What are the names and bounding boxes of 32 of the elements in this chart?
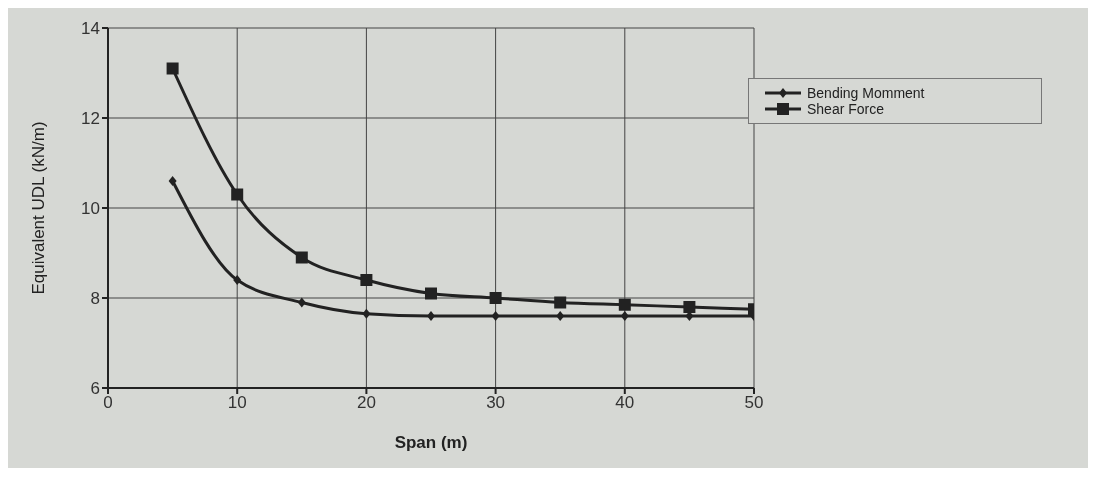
point (556, 311, 565, 321)
y-tick-label: 12 (81, 109, 100, 129)
y-tick-label: 6 (90, 379, 100, 399)
legend-label: Bending Momment (807, 85, 925, 101)
point (683, 301, 696, 313)
point (233, 275, 242, 285)
point (166, 62, 179, 75)
x-tick-label: 50 (744, 393, 764, 413)
point (491, 311, 500, 321)
point (489, 292, 502, 304)
y-tick-label: 10 (81, 199, 100, 219)
x-axis-title: Span (m) (394, 433, 468, 452)
point (297, 297, 306, 308)
point (618, 298, 631, 311)
point (554, 296, 567, 309)
x-tick-label: 0 (103, 393, 113, 413)
point (295, 251, 308, 264)
point (425, 287, 437, 300)
y-tick-label: 8 (90, 289, 100, 309)
point (620, 311, 629, 321)
point (231, 188, 244, 201)
x-tick-label: 30 (486, 393, 506, 413)
y-axis-title: Equivalent UDL (kN/m) (29, 121, 49, 295)
point (427, 311, 435, 321)
x-tick-label: 10 (227, 393, 247, 413)
point (360, 274, 373, 286)
y-tick-label: 14 (81, 19, 100, 39)
x-tick-label: 20 (356, 393, 376, 413)
point (362, 308, 371, 319)
x-tick-label: 40 (615, 393, 635, 413)
legend-label: Shear Force (807, 101, 885, 117)
point (168, 176, 177, 186)
